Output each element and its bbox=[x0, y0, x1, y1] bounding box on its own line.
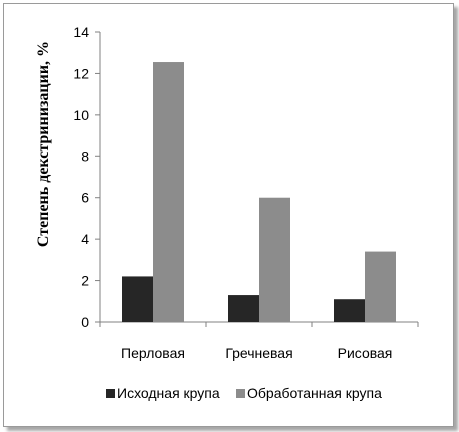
y-tick-label: 4 bbox=[81, 231, 89, 247]
y-tick-label: 12 bbox=[73, 65, 89, 81]
bar bbox=[365, 251, 396, 322]
bar bbox=[228, 295, 259, 322]
bar bbox=[153, 62, 184, 323]
legend: Исходная крупа Обработанная крупа bbox=[106, 385, 382, 401]
y-tick-label: 6 bbox=[81, 190, 89, 206]
y-tick-label: 8 bbox=[81, 148, 89, 164]
y-tick-label: 0 bbox=[81, 314, 89, 330]
chart-frame bbox=[3, 3, 454, 427]
legend-swatch bbox=[236, 389, 245, 398]
y-axis-label: Степень декстринизации, % bbox=[35, 41, 52, 247]
bars bbox=[122, 62, 396, 323]
x-axis: Перловая Гречневая Рисовая bbox=[99, 321, 419, 361]
y-axis: 0 2 4 6 8 10 12 14 bbox=[73, 24, 101, 330]
x-tick-label: Перловая bbox=[121, 345, 185, 361]
x-tick-label: Рисовая bbox=[338, 345, 393, 361]
legend-label: Исходная крупа bbox=[117, 385, 220, 401]
bar bbox=[334, 299, 365, 322]
bar bbox=[122, 276, 153, 322]
legend-swatch bbox=[106, 389, 115, 398]
legend-label: Обработанная крупа bbox=[247, 385, 382, 401]
y-tick-label: 2 bbox=[81, 273, 89, 289]
bar bbox=[259, 197, 290, 322]
y-tick-label: 14 bbox=[73, 24, 89, 40]
y-tick-label: 10 bbox=[73, 107, 89, 123]
x-tick-label: Гречневая bbox=[225, 345, 292, 361]
